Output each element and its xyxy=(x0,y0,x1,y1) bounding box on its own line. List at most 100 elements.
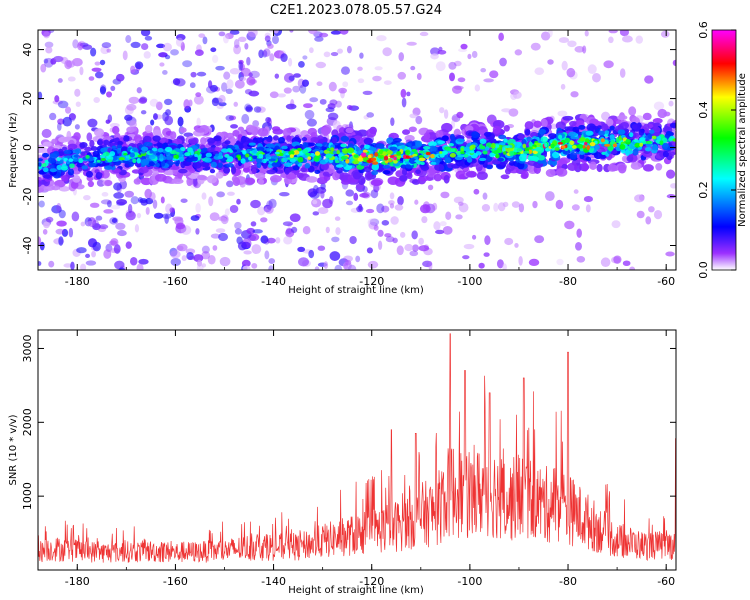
heatmap-cell xyxy=(224,208,230,216)
heatmap-cell xyxy=(193,254,204,263)
heatmap-cell xyxy=(201,245,210,254)
heatmap-cell xyxy=(347,264,357,270)
heatmap-cell xyxy=(305,152,312,156)
heatmap-cell xyxy=(443,109,449,119)
heatmap-cell xyxy=(544,191,555,202)
heatmap-y-axis: -40 -20 0 20 40 xyxy=(21,43,676,254)
heatmap-cell xyxy=(289,158,296,163)
heatmap-cell xyxy=(298,60,305,68)
heatmap-cell xyxy=(58,186,70,192)
heatmap-cell xyxy=(448,61,457,70)
heatmap-cell xyxy=(540,118,548,128)
heatmap-cell xyxy=(569,140,575,146)
heatmap-x-tick-label: -100 xyxy=(457,275,482,288)
heatmap-x-tick-label: -180 xyxy=(65,275,90,288)
heatmap-cell xyxy=(174,78,186,87)
heatmap-cell xyxy=(345,189,355,197)
heatmap-cell xyxy=(456,111,464,119)
heatmap-cell xyxy=(297,246,306,253)
heatmap-cell xyxy=(501,108,512,113)
heatmap-cell xyxy=(99,86,107,95)
heatmap-cell xyxy=(601,123,609,132)
heatmap-cell xyxy=(325,226,330,234)
heatmap-cell xyxy=(630,162,642,170)
snr-series-line xyxy=(38,333,676,563)
heatmap-cell xyxy=(375,143,385,149)
heatmap-cell xyxy=(226,79,234,89)
heatmap-cell xyxy=(548,133,557,139)
heatmap-cell xyxy=(610,139,615,146)
heatmap-cell xyxy=(58,151,65,156)
heatmap-cell xyxy=(414,159,421,163)
heatmap-cell xyxy=(320,126,331,136)
heatmap-cell xyxy=(68,227,74,238)
heatmap-cell xyxy=(412,244,419,252)
heatmap-cell xyxy=(118,267,126,270)
heatmap-cell xyxy=(123,152,128,156)
colorbar-tick-label: 0.0 xyxy=(697,261,710,279)
heatmap-cell xyxy=(641,140,648,145)
heatmap-cell xyxy=(76,247,87,254)
heatmap-cell xyxy=(564,137,571,144)
heatmap-cell xyxy=(232,129,240,137)
heatmap-cell xyxy=(65,106,72,114)
colorbar-tick-label: 0.2 xyxy=(697,181,710,199)
heatmap-cell xyxy=(530,42,541,51)
heatmap-cell xyxy=(273,135,279,141)
heatmap-cell xyxy=(651,135,657,140)
heatmap-cell xyxy=(102,152,107,157)
heatmap-cell xyxy=(159,137,169,144)
heatmap-cell xyxy=(89,202,100,208)
heatmap-cell xyxy=(218,94,226,104)
heatmap-cell xyxy=(585,156,592,162)
heatmap-cell xyxy=(72,174,81,183)
heatmap-cell xyxy=(85,253,91,259)
heatmap-cell xyxy=(195,127,206,133)
heatmap-cell xyxy=(568,131,577,137)
heatmap-cell xyxy=(418,154,424,159)
heatmap-cell xyxy=(113,244,121,254)
heatmap-cell xyxy=(93,128,105,137)
heatmap-cell xyxy=(449,72,456,82)
heatmap-cell xyxy=(265,153,271,160)
heatmap-cell xyxy=(80,263,87,270)
heatmap-cell xyxy=(415,169,421,175)
heatmap-cell xyxy=(136,87,142,94)
heatmap-cell xyxy=(616,114,628,121)
heatmap-cell xyxy=(289,213,301,222)
heatmap-cell xyxy=(362,90,373,95)
heatmap-cell xyxy=(387,176,399,186)
heatmap-cell xyxy=(324,158,329,163)
heatmap-cell xyxy=(651,144,658,151)
heatmap-x-label: Height of straight line (km) xyxy=(288,285,424,296)
heatmap-cell xyxy=(631,124,638,130)
heatmap-cell xyxy=(189,82,196,89)
heatmap-cell xyxy=(42,229,48,235)
heatmap-cell xyxy=(570,91,579,98)
heatmap-cell xyxy=(129,152,135,158)
heatmap-cell xyxy=(275,237,281,244)
heatmap-cell xyxy=(140,43,149,50)
heatmap-cell xyxy=(589,161,597,171)
heatmap-cell xyxy=(568,120,577,127)
heatmap-cell xyxy=(534,235,545,244)
heatmap-cell xyxy=(99,59,106,66)
heatmap-cell xyxy=(528,141,533,148)
heatmap-cell xyxy=(337,48,343,54)
heatmap-cell xyxy=(179,127,187,133)
heatmap-cell xyxy=(406,91,411,97)
heatmap-cell xyxy=(292,165,300,171)
heatmap-cell xyxy=(233,39,240,49)
heatmap-cell xyxy=(550,143,555,149)
heatmap-cell xyxy=(392,137,402,143)
heatmap-cell xyxy=(238,61,243,71)
heatmap-frame xyxy=(37,29,677,271)
heatmap-cell xyxy=(103,139,110,146)
heatmap-cell xyxy=(666,145,673,151)
heatmap-cell xyxy=(68,158,74,163)
heatmap-y-tick-label: 0 xyxy=(21,144,34,151)
heatmap-cell xyxy=(89,162,97,167)
heatmap-cell xyxy=(123,135,130,142)
heatmap-cell xyxy=(340,155,349,160)
heatmap-cell xyxy=(471,50,478,59)
